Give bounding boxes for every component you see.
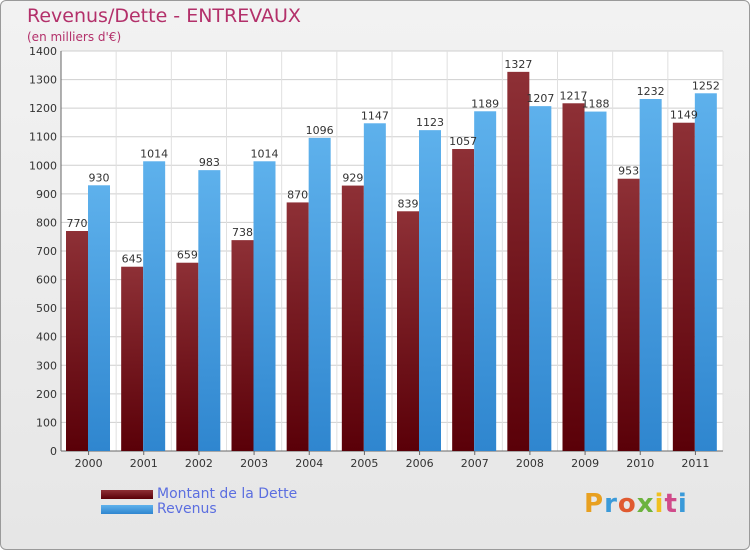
data-label-dette: 1217 bbox=[560, 89, 588, 102]
data-label-dette: 870 bbox=[287, 188, 308, 201]
data-label-dette: 1327 bbox=[504, 58, 532, 71]
chart-title: Revenus/Dette - ENTREVAUX bbox=[27, 5, 301, 27]
legend-label-dette: Montant de la Dette bbox=[157, 486, 298, 502]
data-label-dette: 953 bbox=[618, 165, 639, 178]
x-tick-label: 2006 bbox=[406, 457, 434, 470]
x-tick-label: 2007 bbox=[461, 457, 489, 470]
data-label-revenus: 1232 bbox=[637, 85, 665, 98]
bar-dette bbox=[452, 149, 475, 451]
bar-dette bbox=[617, 178, 640, 451]
bar-dette bbox=[66, 231, 88, 451]
data-label-revenus: 1014 bbox=[140, 147, 168, 160]
legend-label-revenus: Revenus bbox=[157, 501, 217, 517]
data-label-dette: 770 bbox=[67, 217, 88, 230]
x-tick-label: 2011 bbox=[681, 457, 709, 470]
data-label-dette: 839 bbox=[398, 197, 419, 210]
data-label-revenus: 930 bbox=[89, 171, 110, 184]
data-label-revenus: 1014 bbox=[251, 147, 279, 160]
bar-dette bbox=[672, 122, 695, 451]
data-label-dette: 738 bbox=[232, 226, 253, 239]
x-tick-label: 2001 bbox=[130, 457, 158, 470]
data-labels: 770 930 645 1014 659 983 738 1014 870 1096 929 1147… bbox=[67, 58, 720, 266]
logo-letter: o bbox=[617, 489, 637, 519]
bar-dette bbox=[507, 71, 530, 451]
bar-dette bbox=[341, 185, 364, 452]
x-tick-label: 2002 bbox=[185, 457, 213, 470]
y-tick-label: 0 bbox=[50, 445, 57, 458]
bar-revenus bbox=[639, 99, 662, 451]
x-tick-label: 2009 bbox=[571, 457, 599, 470]
bar-dette bbox=[121, 266, 144, 451]
data-label-dette: 1149 bbox=[670, 109, 698, 122]
bar-dette bbox=[176, 262, 199, 451]
chart-subtitle: (en milliers d'€) bbox=[27, 30, 122, 44]
bar-revenus bbox=[88, 185, 110, 452]
bar-revenus bbox=[308, 137, 331, 451]
data-label-revenus: 1207 bbox=[526, 92, 554, 105]
logo-letter: i bbox=[677, 489, 688, 519]
y-tick-label: 700 bbox=[36, 245, 57, 258]
grid-lines bbox=[60, 50, 724, 452]
bar-dette bbox=[562, 103, 585, 452]
x-tick-label: 2004 bbox=[295, 457, 323, 470]
y-tick-label: 600 bbox=[36, 274, 57, 287]
data-label-revenus: 1123 bbox=[416, 116, 444, 129]
y-tick-label: 300 bbox=[36, 359, 57, 372]
x-tick-label: 2008 bbox=[516, 457, 544, 470]
y-tick-label: 500 bbox=[36, 302, 57, 315]
bar-revenus bbox=[143, 161, 166, 452]
x-tick-label: 2005 bbox=[350, 457, 378, 470]
bar-revenus bbox=[363, 123, 386, 452]
bar-revenus bbox=[694, 93, 717, 452]
bar-dette bbox=[397, 211, 419, 451]
data-label-revenus: 1252 bbox=[692, 79, 720, 92]
bar-revenus bbox=[198, 170, 221, 451]
data-label-dette: 929 bbox=[342, 172, 363, 185]
y-tick-label: 200 bbox=[36, 388, 57, 401]
legend-swatch-revenus bbox=[101, 505, 153, 514]
data-label-dette: 1057 bbox=[449, 135, 477, 148]
x-tick-label: 2010 bbox=[626, 457, 654, 470]
data-label-dette: 645 bbox=[122, 253, 143, 266]
bar-revenus bbox=[253, 161, 276, 452]
data-label-revenus: 983 bbox=[199, 156, 220, 169]
x-tick-label: 2003 bbox=[240, 457, 268, 470]
logo-letter: t bbox=[664, 489, 678, 519]
data-label-revenus: 1188 bbox=[582, 98, 610, 111]
y-tick-label: 800 bbox=[36, 216, 57, 229]
data-label-revenus: 1096 bbox=[306, 124, 334, 137]
bar-revenus bbox=[419, 130, 441, 451]
y-tick-label: 1200 bbox=[29, 102, 57, 115]
data-label-dette: 659 bbox=[177, 249, 198, 262]
y-tick-label: 100 bbox=[36, 416, 57, 429]
y-tick-label: 1400 bbox=[29, 45, 57, 58]
bar-dette bbox=[231, 240, 254, 451]
bar-dette bbox=[286, 202, 309, 451]
logo-letter: r bbox=[604, 489, 618, 519]
y-tick-label: 900 bbox=[36, 188, 57, 201]
logo-letter: x bbox=[636, 489, 655, 519]
legend-swatch-dette bbox=[101, 490, 153, 499]
data-label-revenus: 1189 bbox=[471, 97, 499, 110]
bars bbox=[66, 71, 717, 452]
bar-revenus bbox=[529, 106, 552, 452]
bar-revenus bbox=[584, 111, 607, 452]
y-tick-label: 1100 bbox=[29, 131, 57, 144]
y-tick-label: 400 bbox=[36, 331, 57, 344]
y-tick-label: 1000 bbox=[29, 159, 57, 172]
y-tick-label: 1300 bbox=[29, 74, 57, 87]
axes: 0 100 200 300 400 500 600 700 800 900 1000 1100 1200… bbox=[29, 45, 723, 470]
logo-letter: i bbox=[654, 489, 665, 519]
bar-revenus bbox=[474, 111, 497, 452]
x-tick-label: 2000 bbox=[75, 457, 103, 470]
logo-letter: P bbox=[584, 489, 605, 519]
data-label-revenus: 1147 bbox=[361, 109, 389, 122]
proxiti-logo: Proxiti bbox=[584, 489, 688, 519]
